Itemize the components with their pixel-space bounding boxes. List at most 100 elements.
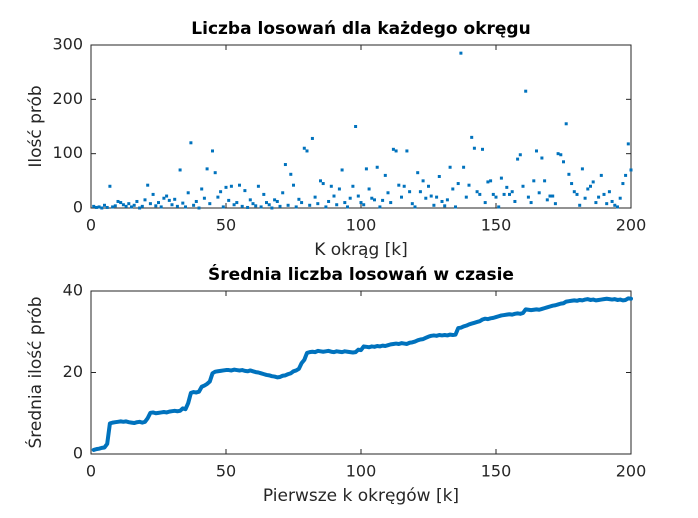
point xyxy=(289,172,293,176)
point xyxy=(408,190,412,194)
point xyxy=(248,198,252,202)
y-tick-label: 200 xyxy=(52,89,83,108)
point xyxy=(108,184,112,188)
point xyxy=(616,205,619,209)
point xyxy=(221,205,225,209)
point xyxy=(170,203,174,207)
point xyxy=(405,149,409,153)
point xyxy=(205,167,209,171)
point xyxy=(548,194,552,198)
point xyxy=(626,142,630,146)
point xyxy=(583,196,587,200)
point xyxy=(105,205,109,209)
point xyxy=(229,184,233,188)
point xyxy=(570,182,574,186)
point xyxy=(551,194,555,198)
point xyxy=(94,205,98,209)
point xyxy=(383,173,387,177)
point xyxy=(173,197,177,201)
point xyxy=(389,201,393,205)
point xyxy=(443,204,447,208)
point xyxy=(286,203,290,207)
point xyxy=(316,202,320,206)
point xyxy=(381,198,385,202)
point xyxy=(545,198,549,202)
point xyxy=(238,183,241,187)
point xyxy=(213,171,217,175)
point xyxy=(197,206,201,210)
point xyxy=(513,199,517,203)
point xyxy=(540,156,544,160)
point xyxy=(335,203,339,207)
point xyxy=(535,149,538,153)
point xyxy=(591,180,595,184)
point xyxy=(175,204,179,208)
point xyxy=(391,147,395,151)
point xyxy=(378,205,382,209)
point xyxy=(481,147,484,151)
point xyxy=(427,184,430,188)
point xyxy=(305,149,309,153)
point xyxy=(148,202,152,206)
point xyxy=(92,204,96,208)
point xyxy=(435,195,439,199)
point xyxy=(543,179,547,183)
point xyxy=(607,190,611,194)
point xyxy=(437,174,441,178)
point xyxy=(432,203,436,207)
point xyxy=(489,179,493,183)
point xyxy=(529,201,533,205)
point xyxy=(521,184,525,188)
point xyxy=(178,168,182,172)
point xyxy=(340,168,344,172)
point xyxy=(292,183,295,187)
point xyxy=(567,172,571,176)
point xyxy=(251,202,255,206)
point xyxy=(578,203,582,207)
point xyxy=(467,183,471,187)
point xyxy=(167,198,171,202)
point xyxy=(418,190,422,194)
y-tick-label: 20 xyxy=(63,362,83,381)
point xyxy=(270,206,274,210)
point xyxy=(359,201,363,205)
point xyxy=(559,153,563,157)
point xyxy=(97,205,101,209)
point xyxy=(470,135,474,139)
x-tick-label: 0 xyxy=(86,462,96,481)
point xyxy=(143,198,147,202)
point xyxy=(130,205,133,209)
point xyxy=(424,196,428,200)
point xyxy=(259,205,263,209)
point xyxy=(508,192,511,196)
point xyxy=(618,196,622,200)
point xyxy=(181,201,185,205)
point xyxy=(313,195,317,199)
point xyxy=(537,191,541,195)
point xyxy=(103,203,106,207)
point xyxy=(294,205,298,209)
x-tick-label: 150 xyxy=(481,462,512,481)
point xyxy=(462,165,466,169)
point xyxy=(211,149,214,153)
point xyxy=(165,194,169,198)
y-tick-label: 0 xyxy=(73,444,83,463)
point xyxy=(297,197,301,201)
point xyxy=(572,190,576,194)
point xyxy=(575,192,579,196)
point xyxy=(440,199,444,203)
point xyxy=(267,203,271,207)
x-axis-label: Pierwsze k okręgów [k] xyxy=(263,486,459,506)
point xyxy=(562,160,565,164)
point xyxy=(451,187,455,191)
point xyxy=(159,205,163,209)
point xyxy=(589,184,592,188)
x-tick-label: 150 xyxy=(481,216,512,235)
point xyxy=(491,192,495,196)
point xyxy=(526,195,530,199)
point xyxy=(273,198,277,202)
point xyxy=(111,205,115,209)
point xyxy=(319,179,322,183)
point xyxy=(113,204,117,208)
